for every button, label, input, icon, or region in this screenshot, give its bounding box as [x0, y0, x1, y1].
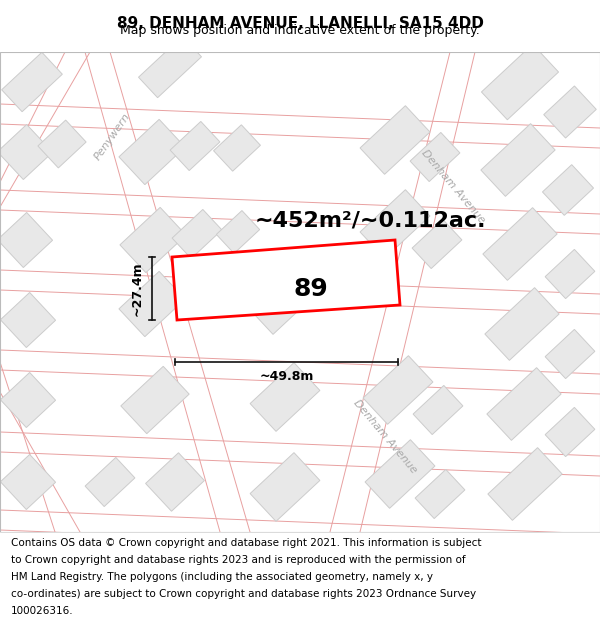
Polygon shape	[214, 125, 260, 171]
Polygon shape	[170, 121, 220, 171]
Polygon shape	[410, 132, 460, 181]
Polygon shape	[1, 292, 56, 348]
Polygon shape	[487, 368, 561, 441]
Polygon shape	[0, 213, 53, 268]
Text: 89, DENHAM AVENUE, LLANELLI, SA15 4DD: 89, DENHAM AVENUE, LLANELLI, SA15 4DD	[116, 16, 484, 31]
Polygon shape	[146, 452, 205, 511]
Text: HM Land Registry. The polygons (including the associated geometry, namely x, y: HM Land Registry. The polygons (includin…	[11, 572, 433, 582]
Polygon shape	[85, 458, 135, 506]
Polygon shape	[1, 454, 56, 509]
Polygon shape	[545, 408, 595, 457]
Polygon shape	[360, 190, 430, 258]
Polygon shape	[172, 240, 400, 320]
Text: Denham Avenue: Denham Avenue	[352, 398, 419, 476]
Polygon shape	[2, 52, 62, 112]
Text: ~27.4m: ~27.4m	[131, 261, 144, 316]
Text: 89: 89	[293, 276, 328, 301]
Polygon shape	[172, 209, 222, 259]
Polygon shape	[217, 211, 260, 254]
Polygon shape	[365, 440, 435, 508]
Polygon shape	[247, 266, 317, 334]
Polygon shape	[1, 372, 56, 428]
Polygon shape	[0, 124, 53, 179]
Polygon shape	[363, 356, 433, 424]
Polygon shape	[488, 448, 562, 521]
Polygon shape	[120, 208, 186, 272]
Polygon shape	[250, 452, 320, 521]
Polygon shape	[119, 119, 185, 184]
Polygon shape	[542, 164, 593, 216]
Polygon shape	[483, 208, 557, 281]
Polygon shape	[545, 329, 595, 379]
Polygon shape	[415, 469, 465, 519]
Text: Map shows position and indicative extent of the property.: Map shows position and indicative extent…	[120, 24, 480, 38]
Text: to Crown copyright and database rights 2023 and is reproduced with the permissio: to Crown copyright and database rights 2…	[11, 555, 466, 565]
Polygon shape	[412, 219, 462, 269]
Text: Penywern: Penywern	[92, 112, 132, 162]
Text: Denham Avenue: Denham Avenue	[419, 148, 487, 226]
Polygon shape	[250, 362, 320, 431]
Polygon shape	[544, 86, 596, 138]
Polygon shape	[38, 120, 86, 168]
Text: Contains OS data © Crown copyright and database right 2021. This information is : Contains OS data © Crown copyright and d…	[11, 538, 481, 548]
Polygon shape	[485, 288, 559, 361]
Text: co-ordinates) are subject to Crown copyright and database rights 2023 Ordnance S: co-ordinates) are subject to Crown copyr…	[11, 589, 476, 599]
Polygon shape	[545, 249, 595, 299]
Polygon shape	[413, 386, 463, 434]
Text: ~452m²/~0.112ac.: ~452m²/~0.112ac.	[255, 210, 487, 230]
Polygon shape	[121, 366, 189, 434]
Text: 100026316.: 100026316.	[11, 606, 73, 616]
Polygon shape	[139, 36, 202, 98]
Polygon shape	[119, 271, 185, 337]
Text: ~49.8m: ~49.8m	[259, 370, 314, 383]
Polygon shape	[481, 44, 559, 120]
Polygon shape	[481, 124, 555, 196]
Polygon shape	[360, 106, 430, 174]
